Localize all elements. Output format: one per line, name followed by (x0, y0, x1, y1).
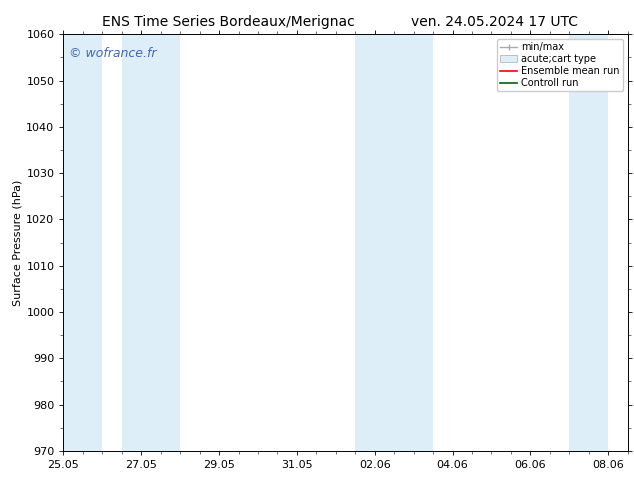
Y-axis label: Surface Pressure (hPa): Surface Pressure (hPa) (12, 179, 22, 306)
Bar (569, 34, 608, 451)
Bar (355, 34, 433, 451)
Legend: min/max, acute;cart type, Ensemble mean run, Controll run: min/max, acute;cart type, Ensemble mean … (497, 39, 623, 91)
Text: ven. 24.05.2024 17 UTC: ven. 24.05.2024 17 UTC (411, 15, 578, 29)
Bar (122, 34, 180, 451)
Text: © wofrance.fr: © wofrance.fr (69, 47, 157, 60)
Bar (63, 34, 102, 451)
Text: ENS Time Series Bordeaux/Merignac: ENS Time Series Bordeaux/Merignac (102, 15, 354, 29)
